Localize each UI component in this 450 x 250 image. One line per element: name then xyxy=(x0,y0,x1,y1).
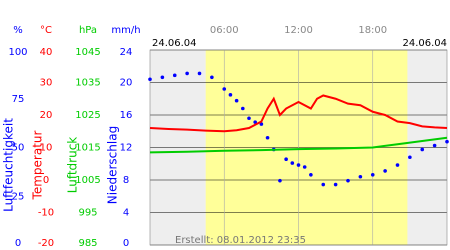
data-point xyxy=(185,71,189,76)
x-tick-label: 06:00 xyxy=(210,25,239,36)
x-tick-label: 18:00 xyxy=(358,25,387,36)
data-point xyxy=(370,173,375,177)
axis-unit: hPa xyxy=(79,25,97,36)
axis-unit: mm/h xyxy=(111,25,140,36)
data-point xyxy=(302,165,307,169)
axis-unit: °C xyxy=(40,25,52,36)
data-point xyxy=(309,173,313,177)
date-right: 24.06.04 xyxy=(402,38,447,49)
y-tick-label: 20 xyxy=(120,78,133,89)
data-point xyxy=(333,182,338,187)
axis-name: Luftdruck xyxy=(66,137,80,194)
y-tick-label: 995 xyxy=(78,208,97,219)
data-point xyxy=(278,178,282,183)
y-tick-label: 75 xyxy=(12,94,25,105)
data-point xyxy=(247,116,251,121)
data-point xyxy=(234,98,239,103)
y-tick-label: 4 xyxy=(123,208,129,219)
axis-name: Temperatur xyxy=(31,130,45,200)
y-tick-label: 1015 xyxy=(75,143,100,154)
y-tick-label: 0 xyxy=(123,238,129,249)
data-point xyxy=(420,147,425,152)
date-left: 24.06.04 xyxy=(152,38,197,49)
data-point xyxy=(265,135,270,140)
data-point xyxy=(321,182,326,187)
data-line xyxy=(149,136,448,154)
y-tick-label: 16 xyxy=(120,110,133,121)
data-point xyxy=(296,163,301,167)
y-tick-label: 1005 xyxy=(75,175,100,186)
data-point xyxy=(210,75,214,80)
y-tick-label: 50 xyxy=(12,143,25,154)
data-point xyxy=(432,143,437,148)
y-tick-label: 1045 xyxy=(75,47,100,58)
data-point xyxy=(197,71,202,76)
y-tick-label: 40 xyxy=(40,47,53,58)
y-tick-label: 30 xyxy=(40,78,53,89)
data-point xyxy=(358,174,363,179)
data-point xyxy=(284,157,288,161)
data-point xyxy=(241,106,245,111)
data-point xyxy=(445,139,449,144)
data-point xyxy=(228,93,233,97)
y-tick-label: 8 xyxy=(123,175,129,186)
data-point xyxy=(172,73,177,78)
y-tick-label: -10 xyxy=(38,208,54,219)
axis-unit: % xyxy=(13,25,23,36)
footer: Erstellt: 08.01.2012 23:35 xyxy=(175,235,306,246)
y-tick-label: 24 xyxy=(120,47,133,58)
data-point xyxy=(383,169,387,173)
data-point xyxy=(346,178,350,183)
data-point xyxy=(148,77,152,82)
data-point xyxy=(259,122,264,126)
x-tick-label: 12:00 xyxy=(284,25,313,36)
data-line xyxy=(149,94,448,133)
y-tick-label: 20 xyxy=(40,110,53,121)
y-tick-label: 1035 xyxy=(75,78,100,89)
data-point xyxy=(408,155,412,160)
data-point xyxy=(253,120,257,124)
y-tick-label: 0 xyxy=(15,238,21,249)
y-tick-label: 25 xyxy=(12,191,25,202)
y-tick-label: 985 xyxy=(78,238,97,249)
axis-name: Niederschlag xyxy=(106,126,120,204)
data-point xyxy=(222,87,227,91)
y-tick-label: 10 xyxy=(40,143,53,154)
y-tick-label: 0 xyxy=(43,175,49,186)
data-point xyxy=(395,163,400,167)
plot-frame xyxy=(149,49,448,246)
y-tick-label: 1025 xyxy=(75,110,100,121)
data-point xyxy=(290,161,295,165)
y-tick-label: 12 xyxy=(120,143,133,154)
y-tick-label: 100 xyxy=(8,47,27,58)
y-tick-label: -20 xyxy=(38,238,54,249)
axis-name: Luftfeuchtigkeit xyxy=(2,118,16,212)
data-point xyxy=(160,75,165,80)
